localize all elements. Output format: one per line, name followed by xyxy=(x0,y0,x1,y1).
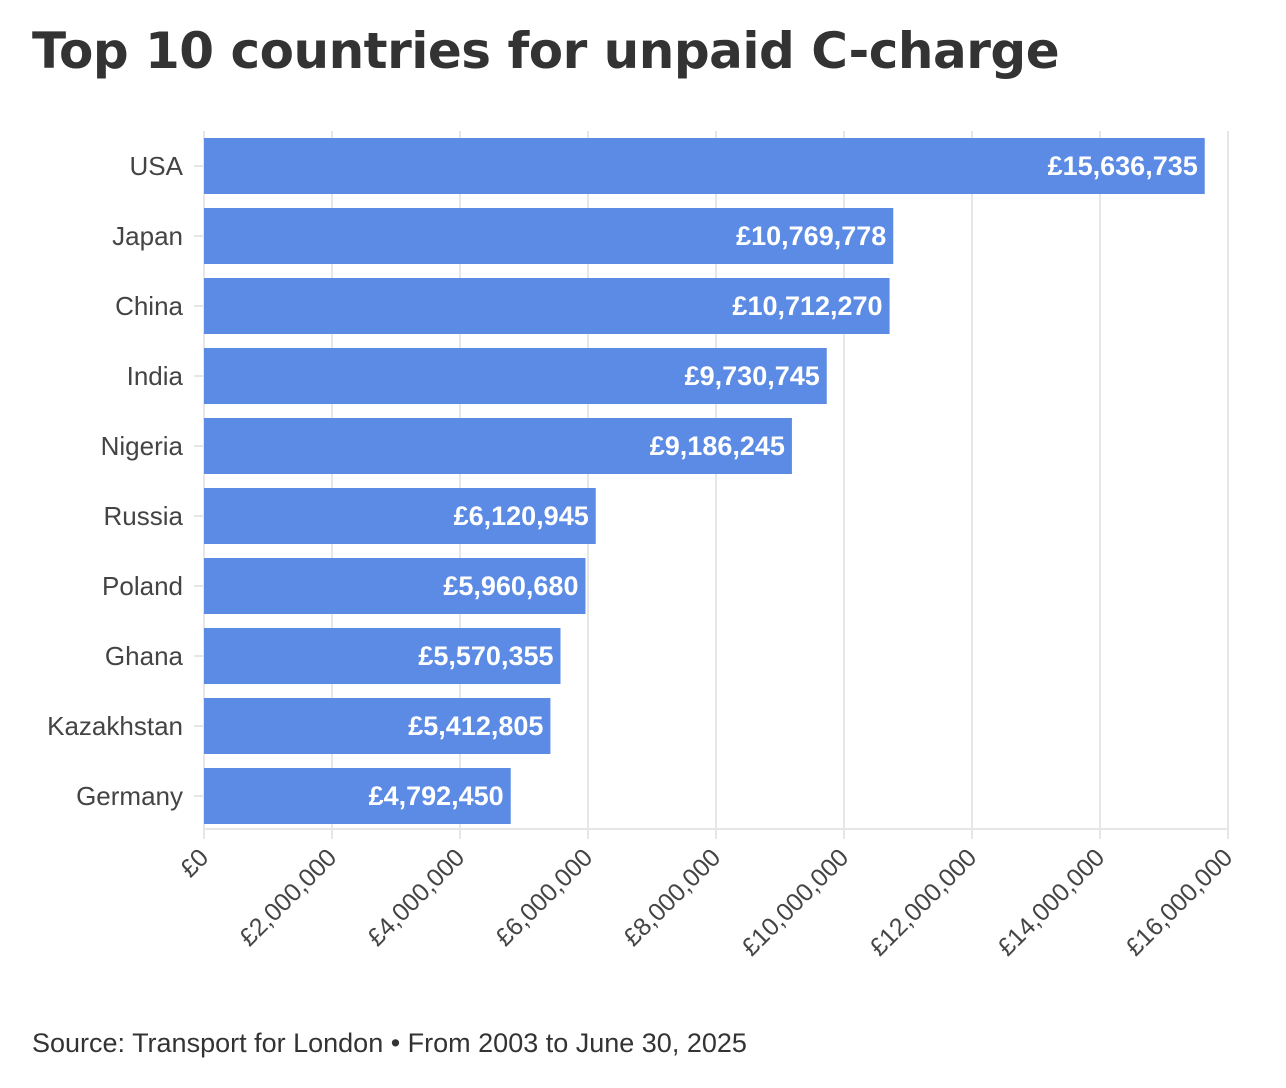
bar-value-label: £15,636,735 xyxy=(1048,151,1198,181)
x-tick-label: £8,000,000 xyxy=(618,843,726,951)
category-label: Japan xyxy=(112,221,183,251)
category-label: Nigeria xyxy=(101,431,184,461)
bar-value-label: £10,712,270 xyxy=(732,291,882,321)
category-labels: USA Japan China India Nigeria Russia Poland Gha… xyxy=(47,151,204,811)
category-label: Poland xyxy=(102,571,183,601)
bar xyxy=(204,208,894,264)
bar xyxy=(204,278,890,334)
bar-value-label: £10,769,778 xyxy=(736,221,886,251)
bar xyxy=(204,488,596,544)
bar-value-label: £9,186,245 xyxy=(650,431,785,461)
bar xyxy=(204,628,561,684)
bars: £15,636,735 £10,769,778 £10,712,270 £9,730,… xyxy=(204,138,1205,824)
category-label: Kazakhstan xyxy=(47,711,183,741)
x-tick-label: £10,000,000 xyxy=(736,843,854,961)
category-label: Germany xyxy=(76,781,183,811)
bar xyxy=(204,348,827,404)
bar-value-label: £9,730,745 xyxy=(685,361,820,391)
x-tick-label: £16,000,000 xyxy=(1120,843,1238,961)
x-tick-label: £0 xyxy=(175,843,214,882)
bar xyxy=(204,418,792,474)
category-label: Ghana xyxy=(105,641,184,671)
bar xyxy=(204,768,511,824)
bar-value-label: £4,792,450 xyxy=(369,781,504,811)
category-label: Russia xyxy=(104,501,184,531)
x-tick-label: £12,000,000 xyxy=(864,843,982,961)
bar xyxy=(204,698,551,754)
x-tick-label: £4,000,000 xyxy=(362,843,470,951)
x-tick-label: £2,000,000 xyxy=(234,843,342,951)
category-label: India xyxy=(127,361,184,391)
bar-value-label: £5,570,355 xyxy=(418,641,553,671)
x-tick-label: £14,000,000 xyxy=(992,843,1110,961)
bar-value-label: £5,412,805 xyxy=(408,711,543,741)
x-axis: £0 £2,000,000 £4,000,000 £6,000,000 £8,000,0… xyxy=(175,828,1238,962)
bar xyxy=(204,138,1205,194)
bar xyxy=(204,558,586,614)
category-label: USA xyxy=(130,151,184,181)
category-label: China xyxy=(115,291,183,321)
bar-value-label: £5,960,680 xyxy=(443,571,578,601)
bar-chart: £15,636,735 £10,769,778 £10,712,270 £9,730,… xyxy=(47,131,1238,962)
bar-value-label: £6,120,945 xyxy=(454,501,589,531)
x-tick-label: £6,000,000 xyxy=(490,843,598,951)
chart-title: Top 10 countries for unpaid C-charge xyxy=(32,22,1060,80)
source-note: Source: Transport for London • From 2003… xyxy=(32,1028,747,1058)
